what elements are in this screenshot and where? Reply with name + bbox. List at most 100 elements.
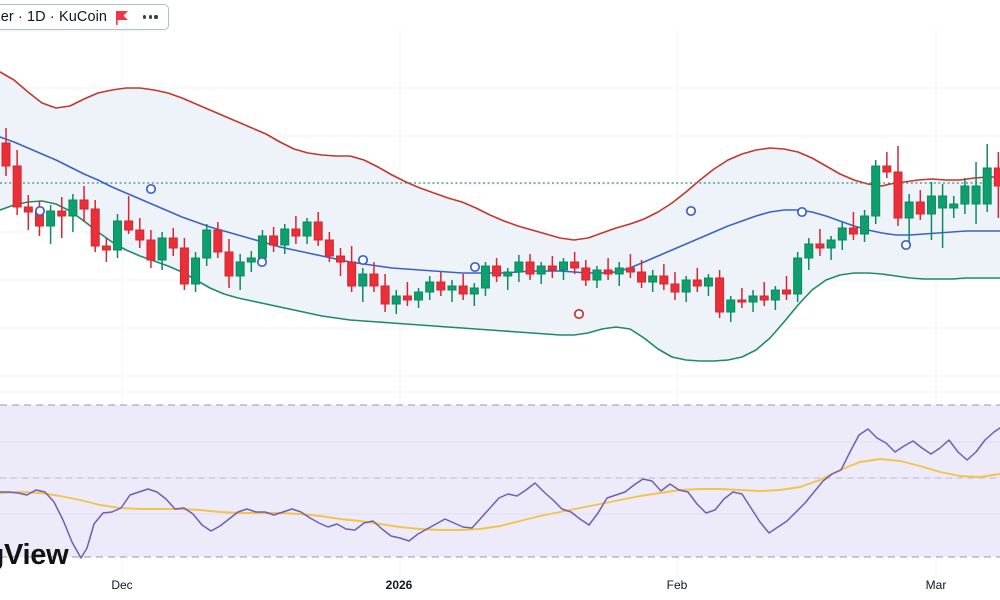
candlestick[interactable] bbox=[280, 224, 290, 254]
crossover-marker[interactable] bbox=[685, 205, 697, 217]
candlestick[interactable] bbox=[90, 200, 100, 252]
candlestick[interactable] bbox=[915, 190, 925, 220]
crossover-marker[interactable] bbox=[796, 206, 808, 218]
candlestick[interactable] bbox=[146, 230, 156, 268]
candlestick[interactable] bbox=[793, 252, 803, 302]
crossover-markers[interactable] bbox=[34, 183, 912, 320]
crossover-marker[interactable] bbox=[900, 239, 912, 251]
candlestick[interactable] bbox=[882, 152, 892, 178]
candlestick[interactable] bbox=[570, 252, 580, 274]
crossover-marker[interactable] bbox=[573, 308, 585, 320]
candlestick[interactable] bbox=[804, 238, 814, 270]
candlestick[interactable] bbox=[525, 254, 535, 280]
candlestick[interactable] bbox=[224, 239, 234, 288]
candlestick[interactable] bbox=[213, 222, 223, 258]
candlestick[interactable] bbox=[581, 260, 591, 286]
candlestick[interactable] bbox=[703, 274, 713, 296]
candlestick[interactable] bbox=[514, 255, 524, 282]
candlestick[interactable] bbox=[692, 268, 702, 292]
candlestick[interactable] bbox=[402, 282, 412, 306]
candlestick[interactable] bbox=[625, 254, 635, 278]
candlestick[interactable] bbox=[503, 268, 513, 290]
candlestick[interactable] bbox=[559, 258, 568, 280]
candlestick[interactable] bbox=[993, 152, 1000, 218]
candlestick[interactable] bbox=[782, 276, 791, 300]
candlestick[interactable] bbox=[681, 276, 691, 302]
candlestick[interactable] bbox=[648, 270, 658, 292]
candlestick[interactable] bbox=[926, 182, 936, 240]
candlestick[interactable] bbox=[871, 160, 881, 224]
candlestick[interactable] bbox=[815, 229, 825, 256]
candlestick[interactable] bbox=[425, 276, 435, 300]
candlestick[interactable] bbox=[168, 228, 178, 256]
candlestick[interactable] bbox=[157, 232, 167, 270]
crossover-marker[interactable] bbox=[145, 183, 157, 195]
candlestick[interactable] bbox=[23, 195, 33, 230]
candlestick[interactable] bbox=[748, 290, 758, 312]
candlestick[interactable] bbox=[971, 162, 981, 224]
candlestick[interactable] bbox=[603, 258, 613, 280]
candlestick[interactable] bbox=[447, 280, 457, 302]
candlestick[interactable] bbox=[592, 266, 602, 288]
candlestick[interactable] bbox=[848, 212, 858, 240]
candlestick[interactable] bbox=[893, 146, 903, 226]
candlestick[interactable] bbox=[436, 272, 446, 296]
candlestick-series[interactable] bbox=[1, 128, 1000, 322]
candlestick[interactable] bbox=[536, 262, 546, 284]
candlestick[interactable] bbox=[113, 214, 122, 258]
candlestick[interactable] bbox=[659, 264, 669, 290]
candlestick[interactable] bbox=[369, 262, 379, 292]
candlestick[interactable] bbox=[347, 246, 357, 292]
crossover-marker[interactable] bbox=[469, 261, 481, 273]
candlestick[interactable] bbox=[826, 236, 836, 260]
candlestick[interactable] bbox=[904, 194, 914, 244]
candlestick[interactable] bbox=[191, 252, 201, 292]
crossover-marker[interactable] bbox=[34, 205, 46, 217]
candlestick[interactable] bbox=[57, 197, 67, 238]
candlestick[interactable] bbox=[960, 178, 970, 214]
candlestick[interactable] bbox=[637, 260, 647, 288]
candlestick[interactable] bbox=[469, 283, 479, 306]
crossover-marker[interactable] bbox=[256, 256, 268, 268]
candlestick[interactable] bbox=[715, 270, 725, 318]
crossover-marker[interactable] bbox=[357, 254, 369, 266]
candlestick[interactable] bbox=[101, 238, 111, 262]
candlestick[interactable] bbox=[492, 258, 502, 282]
candlestick[interactable] bbox=[737, 288, 747, 308]
candlestick[interactable] bbox=[324, 232, 334, 262]
candlestick[interactable] bbox=[759, 282, 769, 306]
candlestick[interactable] bbox=[313, 212, 323, 246]
candlestick[interactable] bbox=[202, 224, 212, 266]
candlestick[interactable] bbox=[414, 288, 424, 308]
symbol-title-pill[interactable]: quid / Tether · 1D · KuCoin bbox=[0, 4, 169, 30]
candlestick[interactable] bbox=[391, 290, 401, 314]
candlestick[interactable] bbox=[670, 272, 680, 300]
candlestick[interactable] bbox=[302, 218, 312, 244]
candlestick[interactable] bbox=[269, 227, 279, 252]
candlestick[interactable] bbox=[46, 205, 56, 244]
candlestick[interactable] bbox=[12, 150, 22, 215]
candlestick[interactable] bbox=[547, 256, 557, 278]
more-options-icon[interactable] bbox=[141, 12, 160, 21]
candlestick[interactable] bbox=[949, 196, 959, 218]
candlestick[interactable] bbox=[860, 210, 870, 242]
candlestick[interactable] bbox=[68, 194, 78, 232]
candlestick[interactable] bbox=[1, 128, 11, 176]
candlestick[interactable] bbox=[135, 218, 145, 248]
candlestick[interactable] bbox=[614, 262, 624, 286]
candlestick[interactable] bbox=[480, 262, 490, 296]
candlestick[interactable] bbox=[79, 186, 89, 222]
candlestick[interactable] bbox=[358, 268, 368, 302]
candlestick[interactable] bbox=[458, 274, 468, 300]
candlestick[interactable] bbox=[380, 274, 390, 312]
candlestick[interactable] bbox=[235, 254, 245, 290]
candlestick[interactable] bbox=[291, 216, 301, 244]
candlestick[interactable] bbox=[726, 296, 736, 322]
candlestick[interactable] bbox=[770, 286, 780, 310]
candlestick[interactable] bbox=[336, 248, 345, 276]
candlestick[interactable] bbox=[179, 238, 189, 290]
candlestick[interactable] bbox=[938, 184, 948, 248]
candlestick[interactable] bbox=[124, 196, 134, 234]
candlestick[interactable] bbox=[246, 251, 256, 272]
